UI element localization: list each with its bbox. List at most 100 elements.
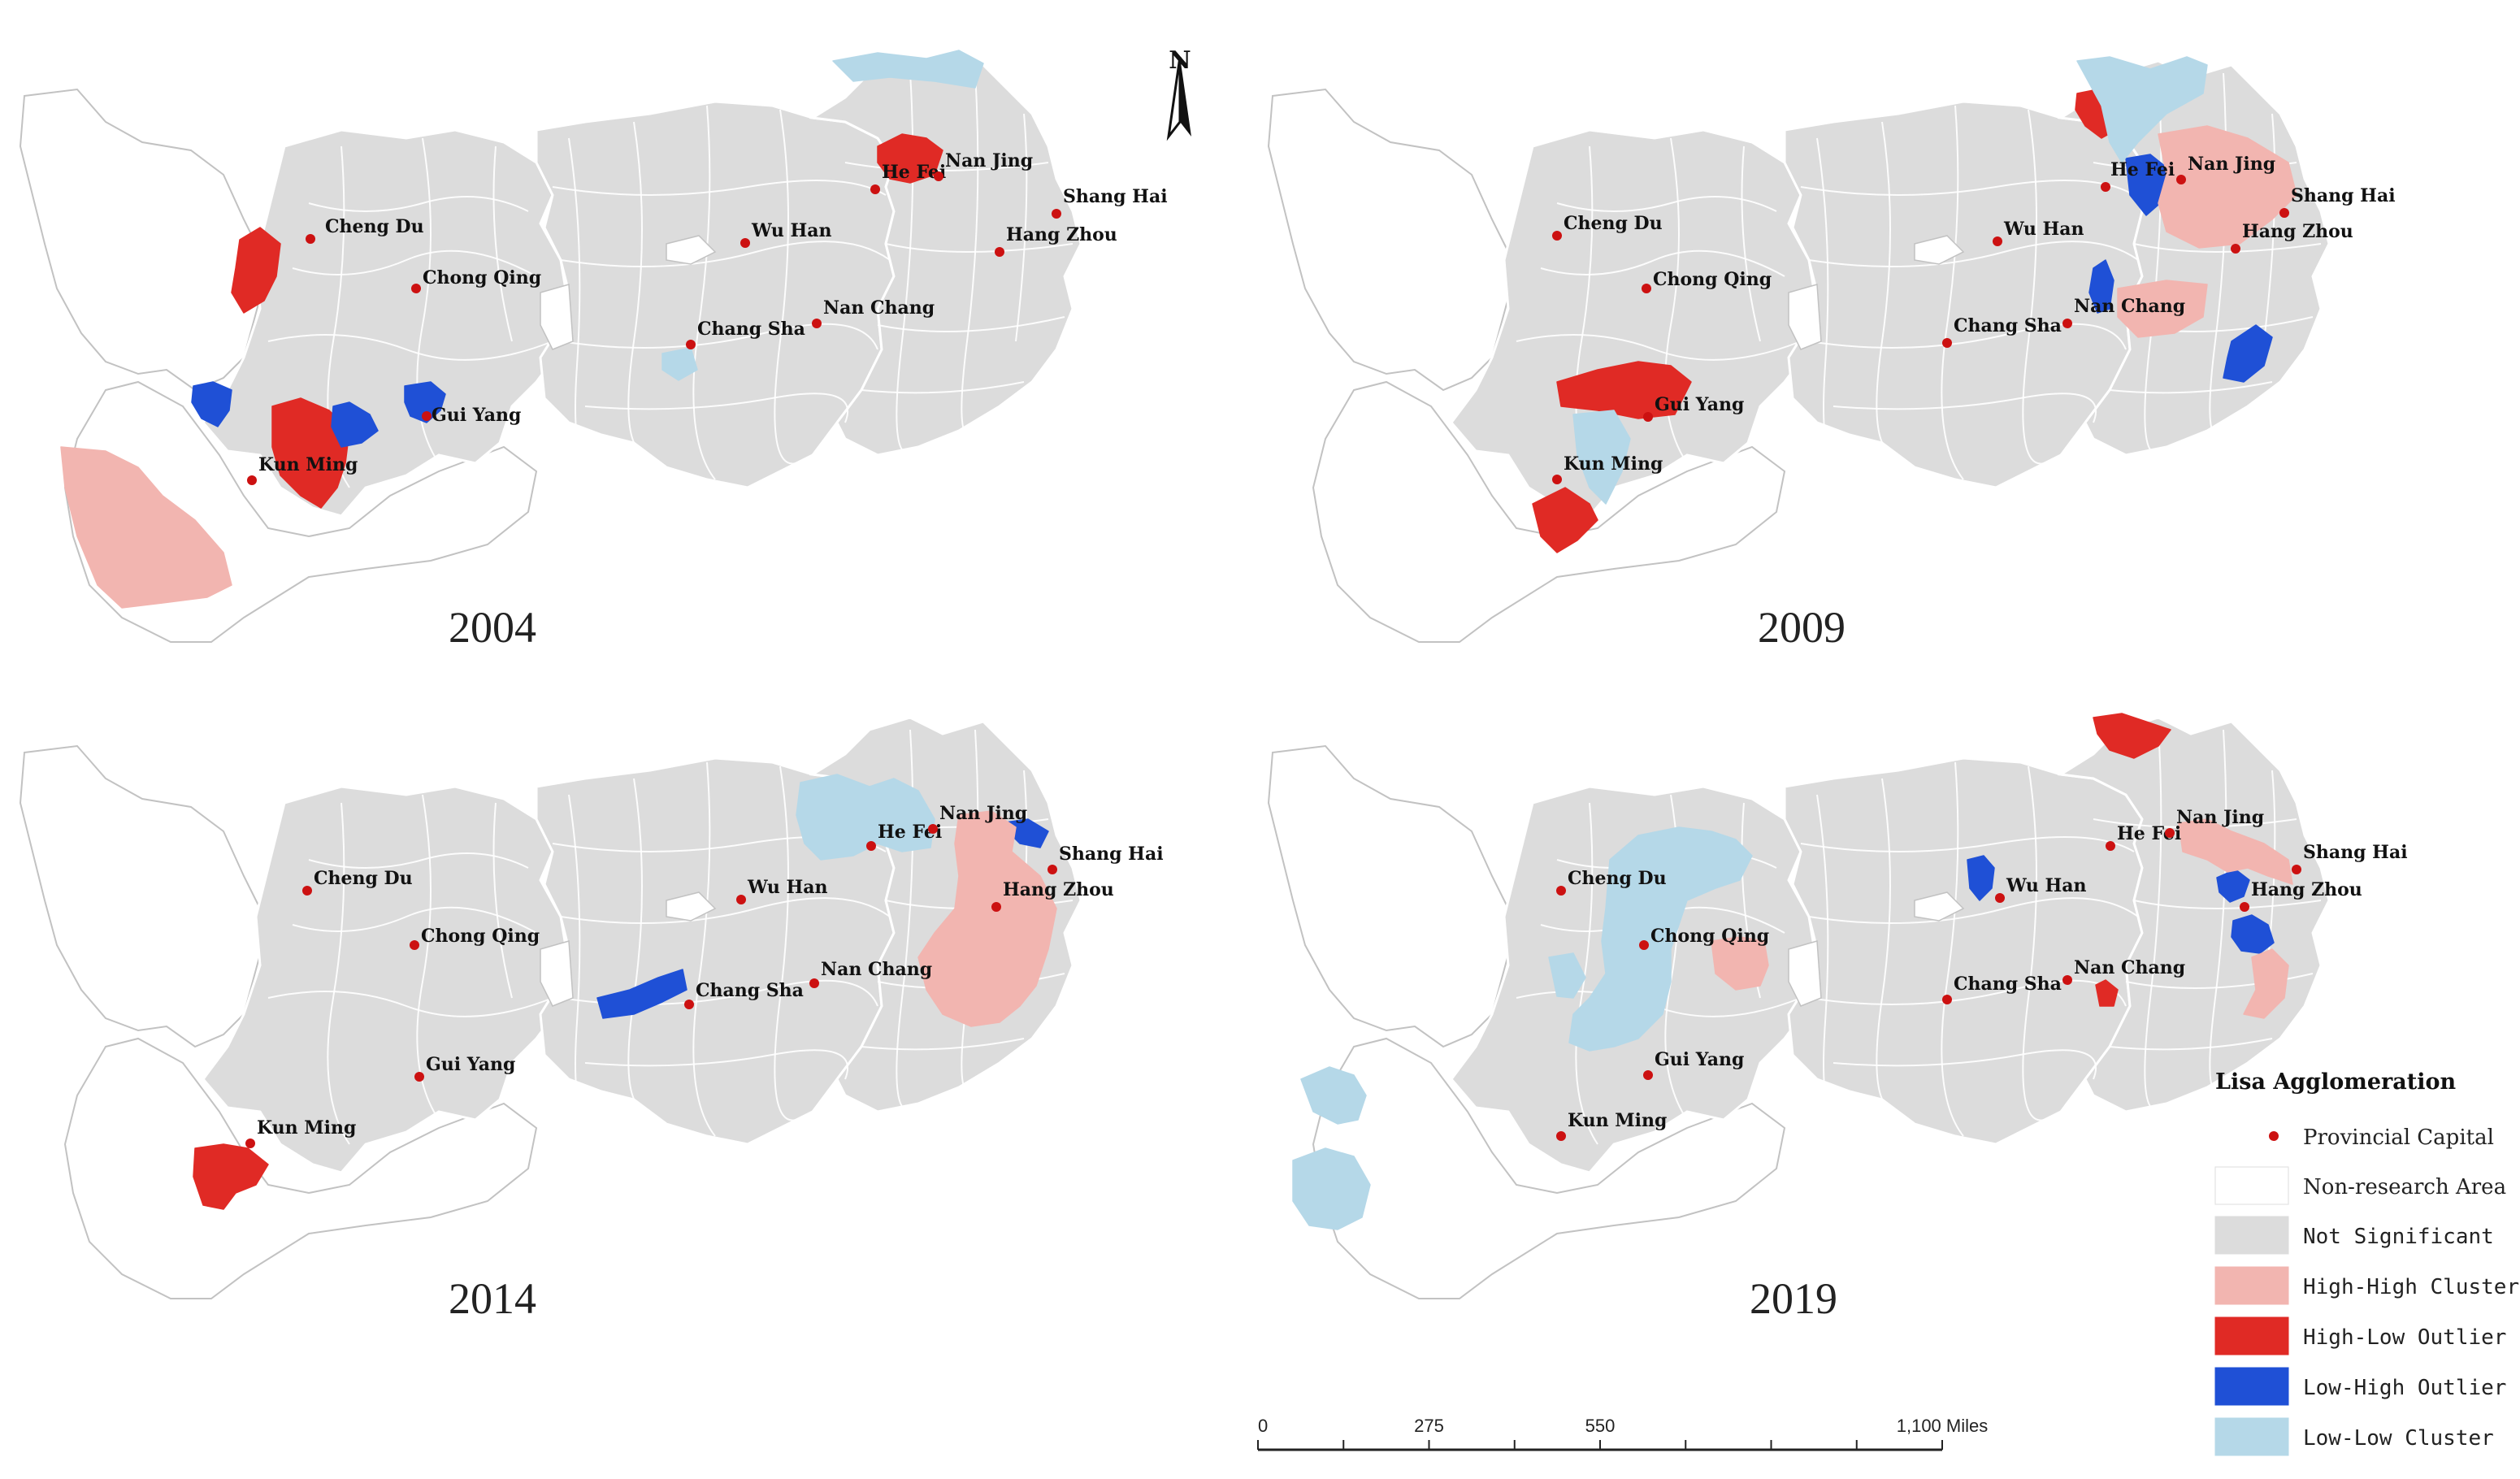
city-label-he-fei: He Fei bbox=[2110, 159, 2175, 180]
scale-bar: 0 275 550 1,100 Miles bbox=[1257, 1416, 1988, 1451]
cluster-sichuan-south bbox=[1548, 952, 1586, 999]
city-label-chong-qing: Chong Qing bbox=[421, 926, 540, 947]
city-label-hang-zhou: Hang Zhou bbox=[2251, 879, 2362, 900]
city-label-nan-jing: Nan Jing bbox=[2176, 807, 2264, 828]
legend-swatch-capital bbox=[2269, 1131, 2279, 1141]
cluster-kunming-east bbox=[331, 401, 379, 448]
capital-marker-chong-qing bbox=[410, 940, 419, 950]
cluster-kunming-region bbox=[1572, 410, 1631, 505]
legend-swatch-low-low bbox=[2214, 1417, 2289, 1456]
city-label-chang-sha: Chang Sha bbox=[696, 980, 804, 1001]
city-label-gui-yang: Gui Yang bbox=[426, 1054, 515, 1075]
city-label-kun-ming: Kun Ming bbox=[257, 1117, 356, 1139]
city-label-wu-han: Wu Han bbox=[751, 220, 832, 241]
non-research-area bbox=[19, 744, 270, 1048]
city-label-nan-jing: Nan Jing bbox=[945, 150, 1033, 171]
capital-marker-shang-hai bbox=[1047, 865, 1057, 874]
map-panel-2009: Cheng Du Chong Qing Gui Yang Kun Ming Wu Han… bbox=[1267, 56, 2396, 643]
cluster-kunming-south bbox=[193, 1143, 269, 1210]
scale-label: 0 bbox=[1258, 1416, 1268, 1436]
capital-marker-hang-zhou bbox=[995, 247, 1004, 257]
not-significant-region bbox=[809, 716, 1082, 1113]
cluster-chongqing-region bbox=[1568, 826, 1753, 1052]
cluster-guizhou-west bbox=[1556, 361, 1692, 419]
legend-swatch-high-high bbox=[2214, 1266, 2289, 1305]
cluster-kunming bbox=[271, 397, 350, 509]
capital-marker-chang-sha bbox=[1942, 995, 1952, 1004]
non-research-area bbox=[1914, 891, 1965, 922]
legend-label-capital: Provincial Capital bbox=[2303, 1126, 2494, 1150]
non-research-area bbox=[1788, 940, 1822, 1007]
capital-marker-chong-qing bbox=[1639, 940, 1649, 950]
non-research-area bbox=[1312, 1037, 1786, 1299]
capital-marker-chang-sha bbox=[1942, 338, 1952, 348]
city-label-hang-zhou: Hang Zhou bbox=[1003, 879, 1114, 900]
city-label-chong-qing: Chong Qing bbox=[1650, 926, 1769, 947]
cluster-anhui-north bbox=[2093, 713, 2171, 759]
city-label-gui-yang: Gui Yang bbox=[432, 405, 521, 426]
map-panel-2019: Cheng Du Chong Qing Gui Yang Kun Ming Wu Han… bbox=[1267, 713, 2408, 1299]
city-label-gui-yang: Gui Yang bbox=[1655, 394, 1744, 415]
legend-title: Lisa Agglomeration bbox=[2215, 1069, 2457, 1095]
capital-marker-chong-qing bbox=[1642, 284, 1651, 293]
capital-marker-gui-yang bbox=[414, 1072, 424, 1082]
county-boundaries bbox=[1516, 729, 2322, 1145]
city-label-wu-han: Wu Han bbox=[747, 877, 828, 898]
not-significant-region bbox=[1450, 128, 1819, 518]
capital-marker-kun-ming bbox=[1556, 1131, 1566, 1141]
capital-marker-kun-ming bbox=[247, 475, 257, 485]
legend-label-high-low: High-Low Outlier bbox=[2303, 1325, 2506, 1350]
non-research-area bbox=[1267, 744, 1518, 1048]
not-significant-region bbox=[809, 59, 1082, 457]
city-label-chang-sha: Chang Sha bbox=[697, 319, 805, 340]
capital-marker-wu-han bbox=[1995, 893, 2005, 903]
non-research-area bbox=[540, 940, 574, 1007]
legend-label-not-significant: Not Significant bbox=[2303, 1225, 2494, 1249]
city-label-cheng-du: Cheng Du bbox=[314, 868, 413, 889]
cluster-hunan-north bbox=[596, 969, 687, 1019]
capital-marker-hang-zhou bbox=[2231, 244, 2240, 254]
city-label-nan-chang: Nan Chang bbox=[823, 297, 935, 319]
legend-swatch-high-low bbox=[2214, 1316, 2289, 1355]
county-boundaries bbox=[1516, 72, 2322, 488]
cluster-hubei-west bbox=[1711, 936, 1769, 991]
capital-marker-nan-jing bbox=[2165, 828, 2175, 838]
capital-marker-gui-yang bbox=[422, 411, 432, 421]
capital-marker-he-fei bbox=[870, 184, 880, 194]
non-research-area bbox=[666, 891, 717, 922]
capital-marker-wu-han bbox=[1993, 236, 2002, 246]
capital-marker-nan-chang bbox=[2062, 975, 2072, 985]
capital-marker-shang-hai bbox=[2279, 208, 2289, 218]
cluster-zhejiang-inner bbox=[2231, 914, 2275, 954]
cluster-yunnan-north bbox=[1300, 1066, 1367, 1125]
non-research-area bbox=[1312, 380, 1786, 643]
city-label-chong-qing: Chong Qing bbox=[423, 267, 541, 288]
scale-label: 275 bbox=[1414, 1416, 1444, 1436]
non-research-area bbox=[666, 235, 717, 265]
capital-marker-nan-jing bbox=[928, 824, 938, 834]
legend-label-low-high: Low-High Outlier bbox=[2303, 1376, 2506, 1400]
cluster-jiangxi-north bbox=[2088, 259, 2114, 314]
city-label-wu-han: Wu Han bbox=[2006, 875, 2087, 896]
city-label-shang-hai: Shang Hai bbox=[2291, 185, 2396, 206]
city-label-cheng-du: Cheng Du bbox=[1564, 213, 1663, 234]
year-label: 2004 bbox=[449, 603, 536, 652]
city-label-hang-zhou: Hang Zhou bbox=[1006, 224, 1117, 245]
city-label-kun-ming: Kun Ming bbox=[1568, 1110, 1667, 1131]
legend-label-low-low: Low-Low Cluster bbox=[2303, 1426, 2494, 1451]
cluster-shanghai-region bbox=[2158, 125, 2297, 249]
legend-label-high-high: High-High Cluster bbox=[2303, 1275, 2519, 1299]
non-research-area bbox=[1914, 235, 1965, 265]
city-label-shang-hai: Shang Hai bbox=[1063, 186, 1168, 207]
north-arrow-label: N bbox=[1169, 46, 1191, 75]
capital-marker-shang-hai bbox=[1052, 209, 1061, 219]
city-label-cheng-du: Cheng Du bbox=[325, 216, 424, 237]
capital-marker-nan-chang bbox=[2062, 319, 2072, 328]
cluster-hunan-jiangxi bbox=[661, 347, 698, 381]
cluster-yunnan-south bbox=[1532, 487, 1598, 553]
legend: Lisa Agglomeration Provincial Capital Non-… bbox=[2214, 1069, 2519, 1456]
capital-marker-hang-zhou bbox=[2240, 902, 2249, 912]
capital-marker-cheng-du bbox=[1556, 886, 1566, 896]
cluster-zhejiang bbox=[917, 810, 1057, 1027]
